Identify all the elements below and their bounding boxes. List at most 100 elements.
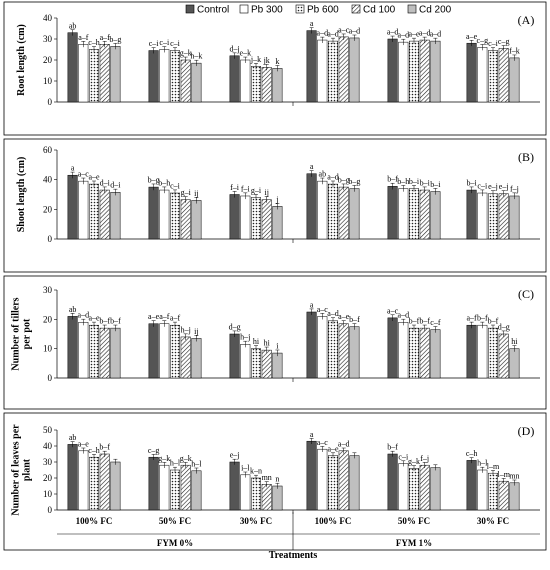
bar	[509, 57, 520, 103]
bar	[349, 455, 360, 511]
significance-label: d–g	[229, 322, 241, 331]
significance-label: c–h	[466, 449, 478, 458]
bar	[328, 183, 338, 240]
bar	[409, 327, 419, 379]
bar	[240, 344, 251, 379]
significance-label: a	[310, 162, 314, 171]
bar	[430, 467, 441, 511]
bar	[191, 338, 202, 379]
legend-label: Cd 100	[363, 5, 396, 16]
bar	[229, 55, 240, 103]
bar	[477, 192, 488, 240]
significance-label: b–f	[99, 317, 110, 326]
significance-label: a–e	[88, 173, 100, 182]
bar	[387, 317, 398, 379]
significance-label: c–h	[88, 38, 100, 47]
bar	[419, 39, 430, 103]
bar	[180, 464, 191, 511]
significance-label: b–h	[397, 177, 409, 186]
y-tick-label: 0	[48, 373, 53, 383]
significance-label: c–g	[498, 37, 510, 46]
x-axis-title: Treatments	[269, 550, 318, 561]
bar	[387, 453, 398, 511]
bar	[317, 180, 328, 240]
significance-label: f–j	[510, 184, 519, 193]
bar	[67, 174, 78, 240]
significance-label: l–m	[497, 470, 510, 479]
y-tick-label: 60	[43, 145, 53, 155]
bar	[328, 320, 338, 379]
bar	[99, 44, 110, 103]
significance-label: b–f	[477, 314, 488, 323]
bar	[159, 49, 170, 103]
bar	[89, 49, 99, 103]
bar	[398, 463, 409, 511]
significance-label: a–f	[170, 314, 181, 323]
bar	[251, 66, 261, 103]
bar	[261, 349, 272, 379]
bar	[148, 186, 159, 240]
y-tick-label: 30	[43, 285, 53, 295]
bar	[338, 323, 349, 379]
significance-label: b–f	[387, 443, 398, 452]
bar	[466, 42, 477, 103]
bar	[349, 188, 360, 240]
bar	[78, 450, 89, 511]
y-tick-label: 20	[43, 55, 53, 65]
significance-label: a–d	[419, 29, 431, 38]
bar	[477, 324, 488, 379]
significance-label: a–c	[338, 25, 350, 34]
category-label: 100% FC	[315, 516, 352, 526]
significance-label: a	[310, 19, 314, 28]
bar	[180, 59, 191, 103]
y-tick-label: 10	[43, 76, 53, 86]
bar	[99, 189, 110, 240]
significance-label: d–g	[498, 322, 510, 331]
y-axis-title: plant	[22, 458, 33, 481]
bar	[159, 464, 170, 511]
significance-label: c–g	[148, 446, 160, 455]
category-label: 100% FC	[76, 516, 113, 526]
bar	[317, 448, 328, 511]
significance-label: g–k	[158, 454, 170, 463]
significance-label: hi	[253, 337, 260, 346]
significance-label: b–f	[387, 175, 398, 184]
bar	[477, 469, 488, 511]
significance-label: b–i	[420, 178, 431, 187]
significance-label: j	[275, 195, 278, 204]
significance-label: a–f	[78, 33, 89, 42]
y-tick-label: 10	[43, 344, 53, 354]
bar	[240, 474, 251, 511]
bar	[419, 189, 430, 240]
significance-label: b–i	[466, 178, 477, 187]
significance-label: c–i	[488, 39, 499, 48]
significance-label: h–l	[170, 459, 181, 468]
significance-label: c–g	[477, 36, 489, 45]
y-axis-title: Number of leaves per	[11, 424, 22, 516]
significance-label: hi	[264, 339, 271, 348]
bar	[317, 316, 328, 379]
bar	[251, 477, 261, 511]
bar	[99, 327, 110, 379]
significance-label: g–k	[408, 457, 420, 466]
significance-label: a–f	[159, 312, 170, 321]
bar	[229, 194, 240, 240]
bar	[317, 39, 328, 103]
y-tick-label: 50	[43, 425, 53, 435]
category-label: 30% FC	[240, 516, 272, 526]
bar	[99, 453, 110, 511]
significance-label: a–e	[88, 314, 100, 323]
bar	[229, 333, 240, 379]
significance-label: g–i	[181, 188, 192, 197]
y-tick-label: 40	[43, 13, 53, 23]
y-axis-title: per pot	[22, 318, 33, 349]
significance-label: e–j	[230, 451, 240, 460]
significance-label: c–i	[170, 39, 181, 48]
significance-label: mn	[262, 473, 272, 482]
significance-label: h–j	[181, 325, 191, 334]
y-axis-title: Number of tillers	[11, 297, 22, 370]
bar	[328, 40, 338, 103]
panel-border	[3, 138, 547, 273]
